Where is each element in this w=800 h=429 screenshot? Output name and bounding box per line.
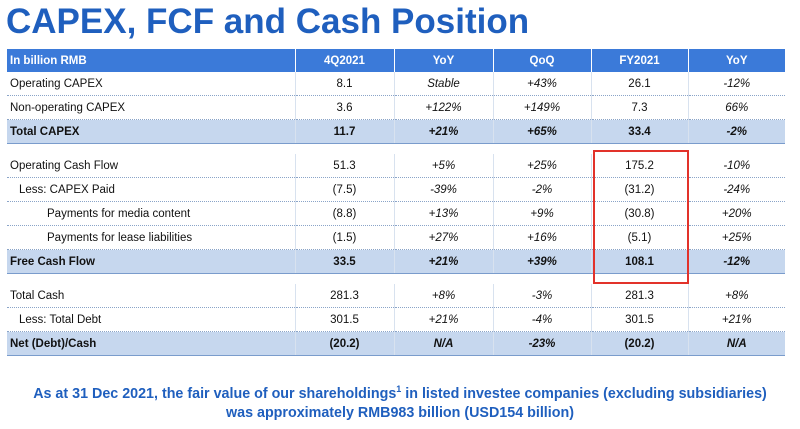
table-cell: (20.2) [294,331,394,356]
table-row: Payments for media content (8.8) +13% +9… [7,201,785,226]
table-row: Payments for lease liabilities (1.5) +27… [7,225,785,250]
footnote-line-2: was approximately RMB983 billion (USD154… [226,404,574,421]
table-cell: 175.2 [590,154,688,178]
row-label: Operating Cash Flow [7,154,295,178]
table-cell: -4% [492,307,591,332]
table-cell: 108.1 [590,249,688,274]
table-cell: +43% [492,72,591,96]
table-cell: 301.5 [590,307,688,332]
table-cell: (8.8) [294,201,394,226]
table-cell: -12% [687,72,785,96]
table-cell: 26.1 [590,72,688,96]
row-label: Total CAPEX [7,119,295,144]
table-cell: +25% [492,154,591,178]
total-row: Net (Debt)/Cash (20.2) N/A -23% (20.2) N… [7,331,785,356]
total-row: Total CAPEX 11.7 +21% +65% 33.4 -2% [7,119,785,144]
table-cell: +65% [492,119,591,144]
row-label: Payments for media content [7,201,295,226]
table-row: Less: CAPEX Paid (7.5) -39% -2% (31.2) -… [7,177,785,202]
table-cell: N/A [687,331,785,356]
header-cell-qoq: QoQ [492,49,591,72]
table-cell: +21% [687,307,785,332]
table-cell: +16% [492,225,591,250]
table-cell: +8% [393,284,493,308]
table-cell: (7.5) [294,177,394,202]
table-cell: (20.2) [590,331,688,356]
table-cell: +9% [492,201,591,226]
table-cell: +122% [393,95,493,120]
table-row: Operating Cash Flow 51.3 +5% +25% 175.2 … [7,154,785,178]
row-label: Net (Debt)/Cash [7,331,295,356]
table-cell: +8% [687,284,785,308]
table-cell: -2% [687,119,785,144]
table-cell: +21% [393,307,493,332]
table-cell: -12% [687,249,785,274]
table-cell: 51.3 [294,154,394,178]
row-label: Operating CAPEX [7,72,295,96]
row-label: Less: CAPEX Paid [7,177,295,202]
table-cell: +27% [393,225,493,250]
financial-table: In billion RMB 4Q2021 YoY QoQ FY2021 YoY… [7,49,785,356]
header-cell-fy2021: FY2021 [590,49,688,72]
table-header-row: In billion RMB 4Q2021 YoY QoQ FY2021 YoY [7,49,785,72]
header-cell-yoy-year: YoY [687,49,785,72]
row-spacer [7,273,785,284]
table-cell: 281.3 [590,284,688,308]
row-label: Non-operating CAPEX [7,95,295,120]
table-cell: -10% [687,154,785,178]
total-row: Free Cash Flow 33.5 +21% +39% 108.1 -12% [7,249,785,274]
table-cell: (30.8) [590,201,688,226]
table-cell: Stable [393,72,493,96]
row-label: Payments for lease liabilities [7,225,295,250]
table-row: Non-operating CAPEX 3.6 +122% +149% 7.3 … [7,95,785,120]
table-cell: N/A [393,331,493,356]
table-cell: 33.5 [294,249,394,274]
table-cell: -3% [492,284,591,308]
table-cell: 281.3 [294,284,394,308]
table-cell: 11.7 [294,119,394,144]
table-cell: +149% [492,95,591,120]
row-label: Total Cash [7,284,295,308]
table-cell: +25% [687,225,785,250]
table-cell: 8.1 [294,72,394,96]
table-cell: +13% [393,201,493,226]
row-spacer [7,143,785,154]
table-cell: +39% [492,249,591,274]
table-cell: -39% [393,177,493,202]
table-cell: -23% [492,331,591,356]
table-cell: (31.2) [590,177,688,202]
table-cell: +5% [393,154,493,178]
table-cell: -24% [687,177,785,202]
table-cell: 33.4 [590,119,688,144]
table-cell: 3.6 [294,95,394,120]
table-cell: -2% [492,177,591,202]
table-row: Total Cash 281.3 +8% -3% 281.3 +8% [7,284,785,308]
header-cell-4q2021: 4Q2021 [294,49,394,72]
footnote-marker: 1 [396,384,402,394]
row-label: Less: Total Debt [7,307,295,332]
table-cell: (5.1) [590,225,688,250]
page-title: CAPEX, FCF and Cash Position [6,2,530,41]
table-row: Operating CAPEX 8.1 Stable +43% 26.1 -12… [7,72,785,96]
footnote: As at 31 Dec 2021, the fair value of our… [0,380,800,423]
table-cell: +20% [687,201,785,226]
header-cell-yoy-quarter: YoY [393,49,493,72]
footnote-line-1: As at 31 Dec 2021, the fair value of our… [33,384,767,402]
table-cell: +21% [393,249,493,274]
table-cell: 7.3 [590,95,688,120]
table-cell: +21% [393,119,493,144]
table-cell: 66% [687,95,785,120]
header-cell-unit: In billion RMB [7,49,295,72]
table-row: Less: Total Debt 301.5 +21% -4% 301.5 +2… [7,307,785,332]
table-cell: 301.5 [294,307,394,332]
table-cell: (1.5) [294,225,394,250]
row-label: Free Cash Flow [7,249,295,274]
